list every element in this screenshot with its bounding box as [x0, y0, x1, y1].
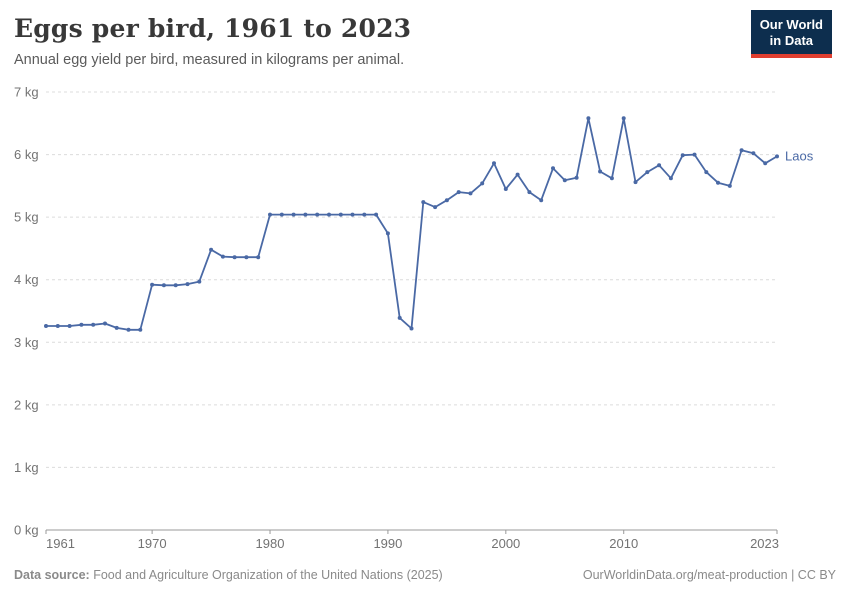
footer-link[interactable]: OurWorldinData.org/meat-production | CC …	[582, 568, 836, 582]
data-point-2010[interactable]	[621, 116, 626, 121]
data-point-1963[interactable]	[67, 324, 72, 328]
data-point-1996[interactable]	[456, 190, 461, 195]
data-point-1992[interactable]	[409, 326, 414, 331]
data-point-1966[interactable]	[103, 321, 107, 326]
data-point-1978[interactable]	[244, 255, 249, 260]
y-tick-label-5kg: 5 kg	[14, 210, 39, 225]
data-point-2004[interactable]	[551, 166, 555, 171]
data-point-1964[interactable]	[79, 322, 84, 327]
data-point-2017[interactable]	[704, 170, 709, 175]
data-point-1986[interactable]	[338, 212, 343, 217]
y-tick-label-7kg: 7 kg	[14, 85, 39, 100]
x-tick-label-1990: 1990	[373, 536, 402, 551]
x-tick-label-1970: 1970	[138, 536, 167, 551]
data-point-1979[interactable]	[256, 255, 261, 260]
page-title: Eggs per bird, 1961 to 2023	[14, 14, 412, 43]
chart-footer: Data source: Food and Agriculture Organi…	[14, 568, 836, 582]
data-point-1998[interactable]	[480, 181, 485, 186]
data-point-1982[interactable]	[291, 212, 296, 217]
data-point-2007[interactable]	[586, 116, 591, 121]
data-point-1976[interactable]	[220, 254, 225, 259]
data-point-1971[interactable]	[161, 283, 166, 288]
data-point-1962[interactable]	[55, 324, 60, 328]
data-point-2019[interactable]	[727, 183, 732, 188]
data-point-2022[interactable]	[763, 161, 768, 166]
owid-logo[interactable]: Our World in Data	[750, 10, 832, 58]
y-tick-label-1kg: 1 kg	[14, 460, 39, 475]
y-tick-label-0kg: 0 kg	[14, 523, 39, 538]
data-point-1985[interactable]	[327, 212, 331, 217]
data-point-1973[interactable]	[185, 282, 190, 287]
data-point-1984[interactable]	[315, 212, 320, 217]
data-point-2002[interactable]	[527, 190, 532, 195]
data-point-2021[interactable]	[751, 151, 756, 156]
y-tick-label-3kg: 3 kg	[14, 335, 39, 350]
data-point-2005[interactable]	[562, 178, 567, 183]
data-point-1991[interactable]	[397, 315, 402, 320]
x-tick-label-2010: 2010	[609, 536, 638, 551]
data-point-1961[interactable]	[44, 324, 48, 328]
y-tick-label-6kg: 6 kg	[14, 147, 39, 162]
data-point-2018[interactable]	[716, 180, 720, 185]
data-point-1983[interactable]	[303, 212, 308, 217]
data-point-1974[interactable]	[197, 279, 202, 284]
data-point-1965[interactable]	[91, 322, 96, 327]
x-tick-label-2023: 2023	[750, 536, 779, 551]
data-point-2006[interactable]	[574, 175, 579, 180]
data-point-1967[interactable]	[114, 325, 119, 330]
data-point-2016[interactable]	[692, 152, 697, 157]
data-point-1988[interactable]	[362, 212, 367, 217]
data-point-2001[interactable]	[515, 172, 520, 177]
data-point-2009[interactable]	[609, 176, 614, 181]
data-point-1981[interactable]	[279, 212, 284, 217]
data-point-2011[interactable]	[633, 180, 638, 185]
data-point-2008[interactable]	[598, 169, 603, 174]
data-point-1968[interactable]	[126, 327, 131, 332]
data-point-1993[interactable]	[421, 200, 426, 205]
data-point-2000[interactable]	[503, 187, 508, 191]
x-tick-label-2000: 2000	[491, 536, 520, 551]
x-tick-label-1961: 1961	[46, 536, 75, 551]
data-point-2014[interactable]	[668, 176, 673, 181]
data-point-1987[interactable]	[350, 212, 355, 217]
data-point-1972[interactable]	[173, 283, 178, 288]
data-point-2013[interactable]	[657, 163, 662, 168]
data-point-1977[interactable]	[232, 255, 237, 260]
data-point-1999[interactable]	[492, 161, 496, 166]
data-point-2003[interactable]	[539, 198, 544, 203]
data-point-1997[interactable]	[468, 191, 473, 196]
data-point-1980[interactable]	[268, 212, 272, 217]
data-source-text: Food and Agriculture Organization of the…	[89, 568, 443, 582]
data-point-2020[interactable]	[739, 148, 744, 153]
x-tick-label-1980: 1980	[256, 536, 285, 551]
data-source: Data source: Food and Agriculture Organi…	[14, 568, 443, 582]
data-point-1994[interactable]	[433, 205, 438, 210]
data-point-1990[interactable]	[385, 231, 390, 236]
data-point-2012[interactable]	[645, 170, 650, 175]
y-tick-label-2kg: 2 kg	[14, 397, 39, 412]
data-point-1989[interactable]	[374, 212, 379, 217]
chart-subtitle: Annual egg yield per bird, measured in k…	[14, 52, 405, 68]
series-line-laos[interactable]	[46, 117, 778, 331]
data-point-1970[interactable]	[150, 282, 155, 287]
data-point-1969[interactable]	[138, 327, 143, 332]
data-point-2023[interactable]	[775, 154, 779, 159]
y-tick-label-4kg: 4 kg	[14, 272, 39, 287]
data-point-1975[interactable]	[209, 247, 214, 252]
data-point-2015[interactable]	[680, 153, 685, 158]
data-source-label: Data source:	[14, 568, 90, 582]
data-point-1995[interactable]	[444, 198, 449, 203]
owid-logo-line2: in Data	[769, 33, 814, 48]
owid-logo-line1: Our World	[759, 17, 823, 32]
series-label-laos[interactable]: Laos	[785, 148, 814, 163]
